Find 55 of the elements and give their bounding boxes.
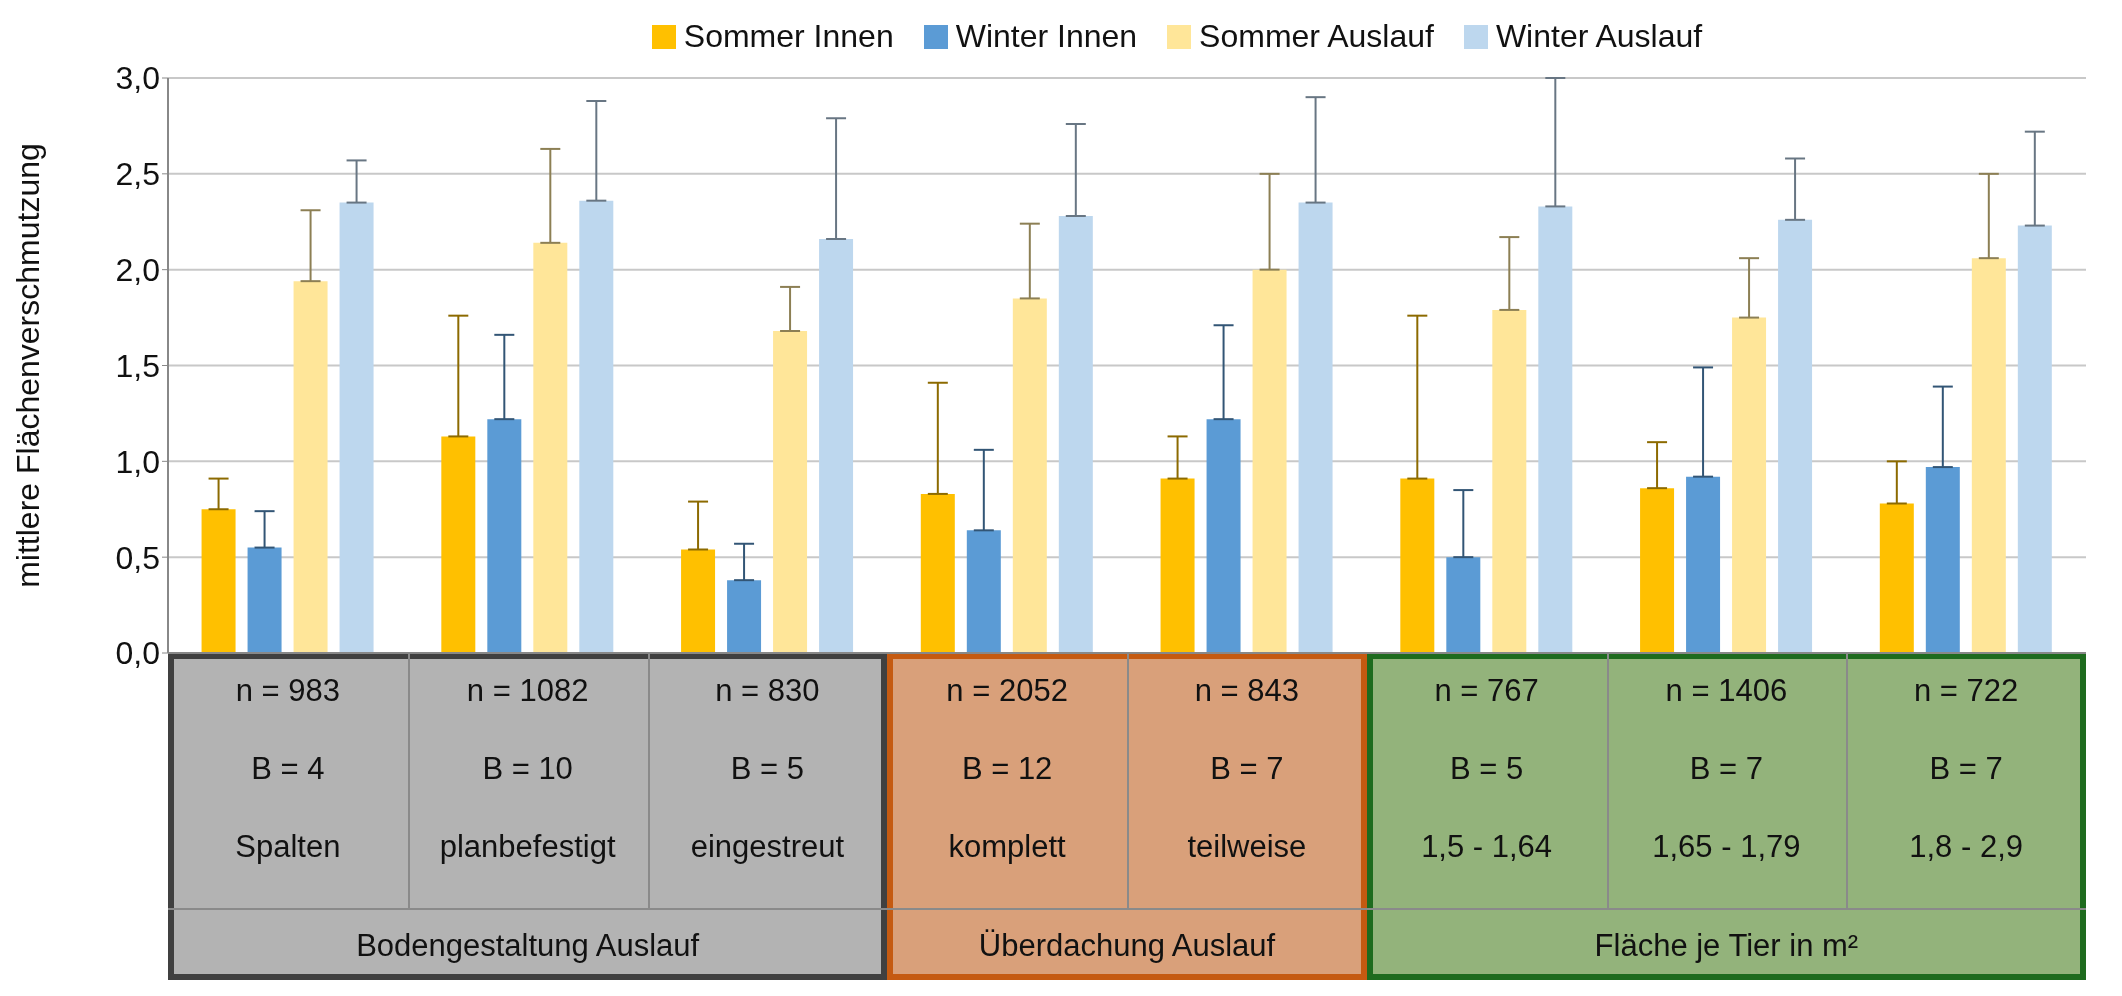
category-label: n = 830 B = 5 eingestreut: [690, 673, 845, 864]
legend-label: Sommer Innen: [683, 18, 894, 55]
bar: [1538, 206, 1573, 653]
y-tick-label: 0,0: [115, 635, 160, 672]
bar: [201, 509, 236, 653]
category-label: n = 767 B = 5 1,5 - 1,64: [1421, 673, 1553, 864]
text: Überdachung Auslauf: [977, 928, 1277, 964]
legend-label: Sommer Auslauf: [1199, 18, 1434, 55]
bar: [1298, 202, 1333, 653]
bar: [339, 202, 374, 653]
bar: [293, 281, 328, 653]
bar: [1971, 258, 2006, 653]
bar: [1925, 467, 1960, 653]
bar: [1160, 478, 1195, 653]
bar: [966, 530, 1001, 653]
bar: [1058, 216, 1093, 653]
y-tick-label: 1,5: [115, 347, 160, 384]
bar: [441, 436, 476, 653]
bar: [727, 580, 762, 653]
bar: [487, 419, 522, 653]
bar: [1446, 557, 1481, 653]
category-label: n = 2052 B = 12 komplett: [946, 673, 1068, 864]
y-axis-title: mittlere Flächenverschmutzung: [10, 143, 47, 588]
y-tick-label: 2,5: [115, 156, 160, 193]
category-label: n = 1406 B = 7 1,65 - 1,79: [1652, 673, 1801, 864]
y-tick-label: 1,0: [115, 443, 160, 480]
category-label: n = 843 B = 7 teilweise: [1187, 673, 1307, 864]
bar: [920, 493, 955, 653]
bar: [819, 239, 854, 653]
bar: [1206, 419, 1241, 653]
bar: [579, 200, 614, 653]
bar: [533, 242, 568, 653]
legend-label: Winter Auslauf: [1495, 18, 1703, 55]
bar: [1879, 503, 1914, 653]
bar: [247, 547, 282, 653]
y-tick-label: 2,0: [115, 252, 160, 289]
bar: [1492, 309, 1527, 653]
y-tick-label: 0,5: [115, 539, 160, 576]
bar: [773, 331, 808, 653]
bar: [681, 549, 716, 653]
bar: [1400, 478, 1435, 653]
text: Fläche je Tier in m²: [1593, 928, 1860, 964]
y-tick-label: 3,0: [115, 60, 160, 97]
category-label: n = 1082 B = 10 planbefestigt: [439, 673, 616, 864]
bar: [1252, 269, 1287, 653]
bar: [1778, 219, 1813, 653]
bar: [1012, 298, 1047, 653]
legend-label: Winter Innen: [955, 18, 1138, 55]
bar: [2017, 225, 2052, 653]
bar: [1640, 488, 1675, 653]
category-label: n = 722 B = 7 1,8 - 2,9: [1909, 673, 2023, 864]
bar: [1686, 476, 1721, 653]
text: Bodengestaltung Auslauf: [355, 928, 701, 964]
category-label: n = 983 B = 4 Spalten: [235, 673, 341, 864]
bar: [1732, 317, 1767, 653]
